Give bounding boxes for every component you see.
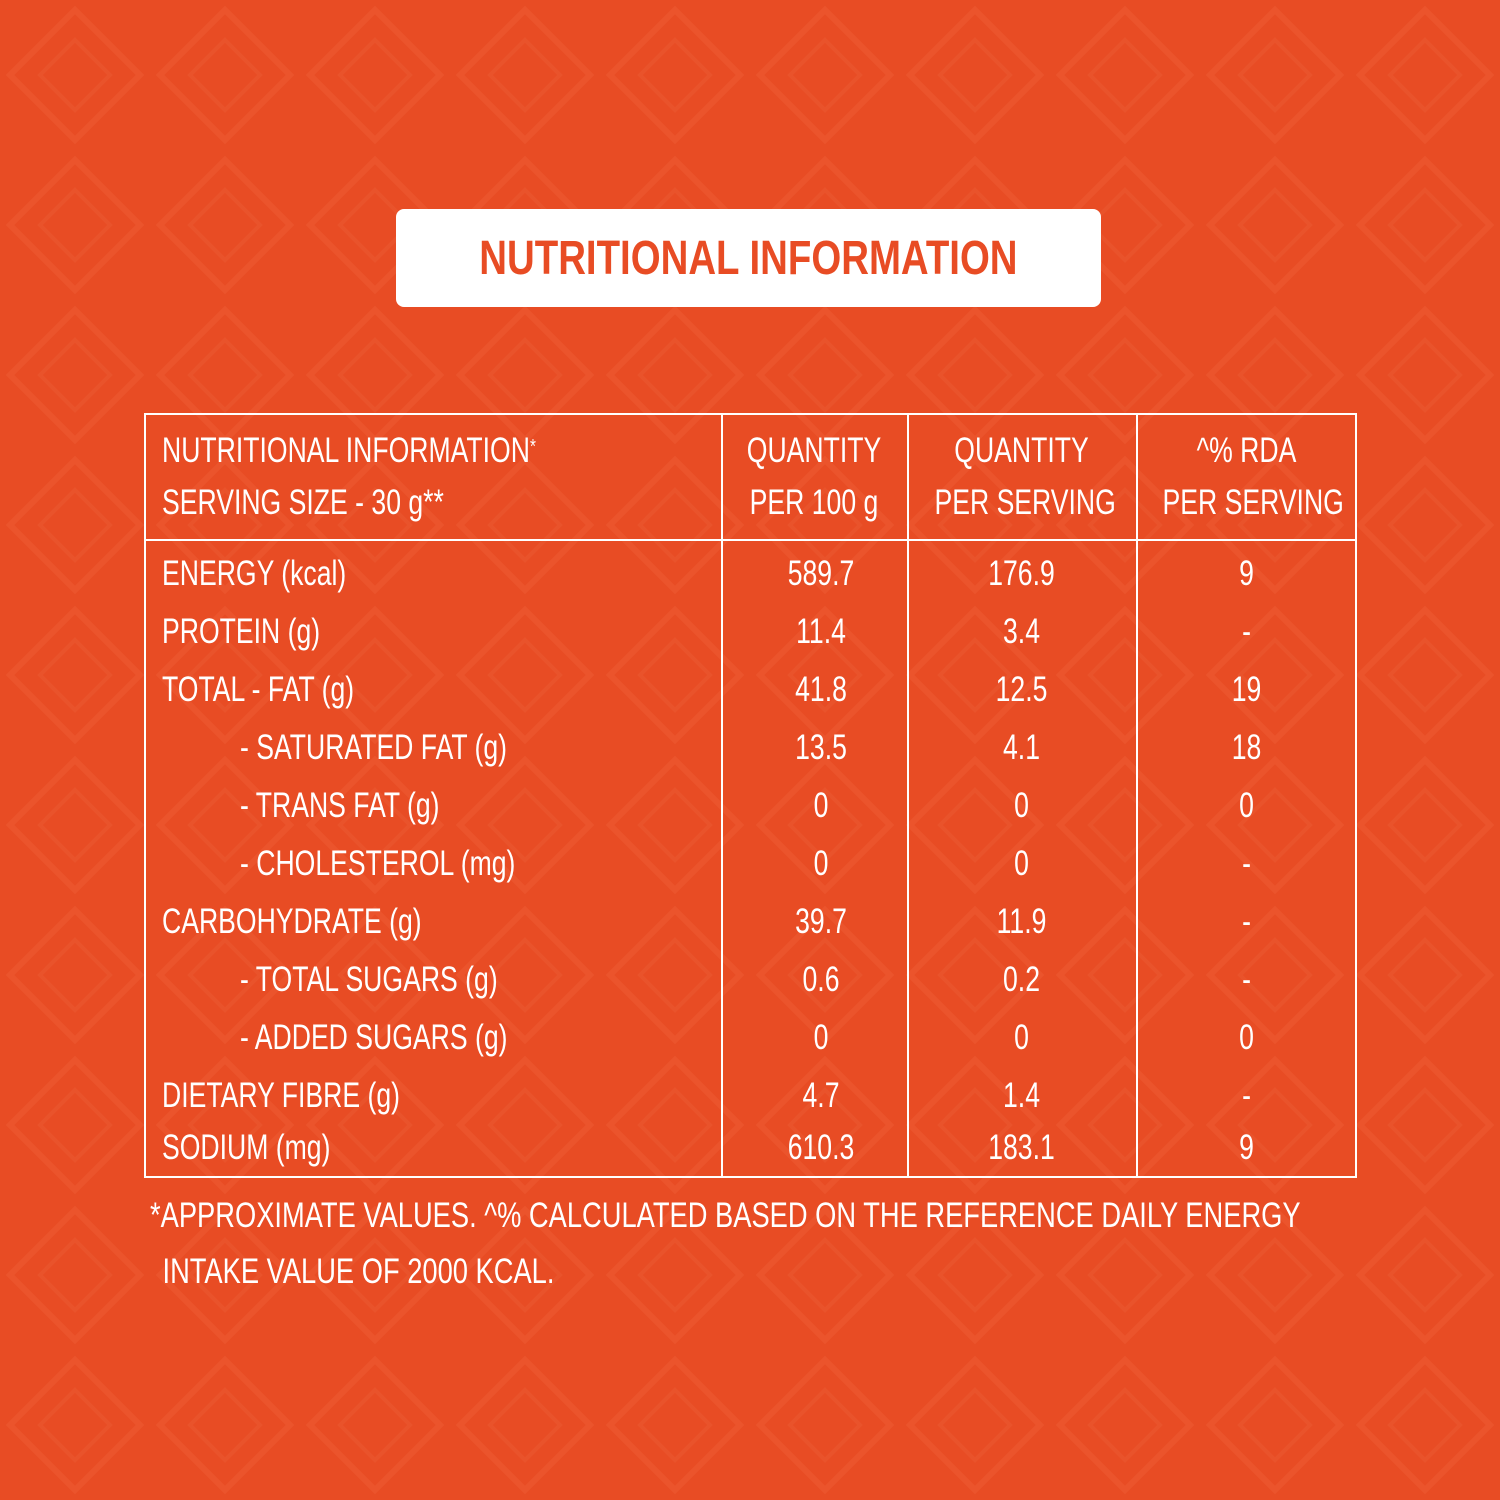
row-name: - SATURATED FAT (g)	[240, 728, 508, 767]
row-name: CARBOHYDRATE (g)	[162, 902, 422, 941]
row-rda: 19	[1231, 670, 1262, 709]
row-rda: 18	[1231, 728, 1262, 767]
row-rda: 0	[1239, 786, 1254, 825]
header-quantity-per100-line2: PER 100 g	[749, 483, 879, 522]
row-perserving: 0	[1014, 786, 1029, 825]
row-perserving: 0	[1014, 844, 1029, 883]
row-perserving: 3.4	[1003, 612, 1040, 651]
row-rda: -	[1242, 1076, 1251, 1115]
row-name: ENERGY (kcal)	[162, 554, 347, 593]
row-perserving: 176.9	[988, 554, 1055, 593]
row-rda: -	[1242, 844, 1251, 883]
row-name: - ADDED SUGARS (g)	[240, 1018, 508, 1057]
row-per100: 0	[813, 1018, 829, 1057]
row-perserving: 183.1	[988, 1128, 1055, 1167]
column-divider	[1136, 415, 1138, 1176]
header-quantity-per100-line1: QUANTITY	[746, 431, 882, 470]
row-per100: 589.7	[787, 554, 855, 593]
row-per100: 41.8	[795, 670, 847, 709]
header-quantity-perserving-line1: QUANTITY	[954, 431, 1089, 470]
nutrition-table: NUTRITIONAL INFORMATION* SERVING SIZE - …	[144, 413, 1357, 1178]
header-asterisk: *	[529, 436, 536, 458]
row-name: DIETARY FIBRE (g)	[162, 1076, 400, 1115]
row-per100: 13.5	[795, 728, 847, 767]
row-name: - TRANS FAT (g)	[240, 786, 440, 825]
row-rda: 0	[1239, 1018, 1254, 1057]
column-divider	[721, 415, 723, 1176]
page-title: NUTRITIONAL INFORMATION	[479, 231, 1018, 285]
row-perserving: 0.2	[1003, 960, 1040, 999]
footnote: *APPROXIMATE VALUES. ^% CALCULATED BASED…	[150, 1188, 1301, 1300]
header-serving-size: SERVING SIZE - 30 g**	[162, 483, 444, 522]
row-perserving: 11.9	[996, 902, 1047, 941]
header-nutrition-label: NUTRITIONAL INFORMATION*	[162, 423, 536, 479]
row-perserving: 0	[1014, 1018, 1029, 1057]
header-rda-line2: PER SERVING	[1162, 483, 1344, 522]
row-perserving: 1.4	[1003, 1076, 1040, 1115]
header-rda-line1: ^% RDA	[1196, 431, 1297, 470]
row-per100: 11.4	[796, 612, 846, 651]
row-per100: 0.6	[802, 960, 840, 999]
row-rda: -	[1242, 612, 1251, 651]
footnote-line1: *APPROXIMATE VALUES. ^% CALCULATED BASED…	[150, 1196, 1301, 1235]
header-divider	[146, 539, 1355, 541]
row-rda: -	[1242, 960, 1251, 999]
row-perserving: 12.5	[995, 670, 1048, 709]
row-per100: 0	[813, 786, 829, 825]
row-per100: 0	[813, 844, 829, 883]
header-quantity-perserving-line2: PER SERVING	[934, 483, 1116, 522]
row-per100: 610.3	[787, 1128, 855, 1167]
row-name: SODIUM (mg)	[162, 1128, 331, 1167]
footnote-line2: INTAKE VALUE OF 2000 KCAL.	[162, 1252, 555, 1291]
row-per100: 39.7	[795, 902, 847, 941]
header-nutrition-text: NUTRITIONAL INFORMATION	[162, 431, 530, 470]
row-per100: 4.7	[802, 1076, 840, 1115]
row-name: - CHOLESTEROL (mg)	[240, 844, 516, 883]
row-name: TOTAL - FAT (g)	[162, 670, 355, 709]
row-perserving: 4.1	[1003, 728, 1040, 767]
row-rda: 9	[1239, 1128, 1254, 1167]
row-rda: 9	[1239, 554, 1254, 593]
row-rda: -	[1242, 902, 1251, 941]
title-banner: NUTRITIONAL INFORMATION	[396, 209, 1101, 307]
row-name: - TOTAL SUGARS (g)	[240, 960, 498, 999]
column-divider	[907, 415, 909, 1176]
row-name: PROTEIN (g)	[162, 612, 321, 651]
